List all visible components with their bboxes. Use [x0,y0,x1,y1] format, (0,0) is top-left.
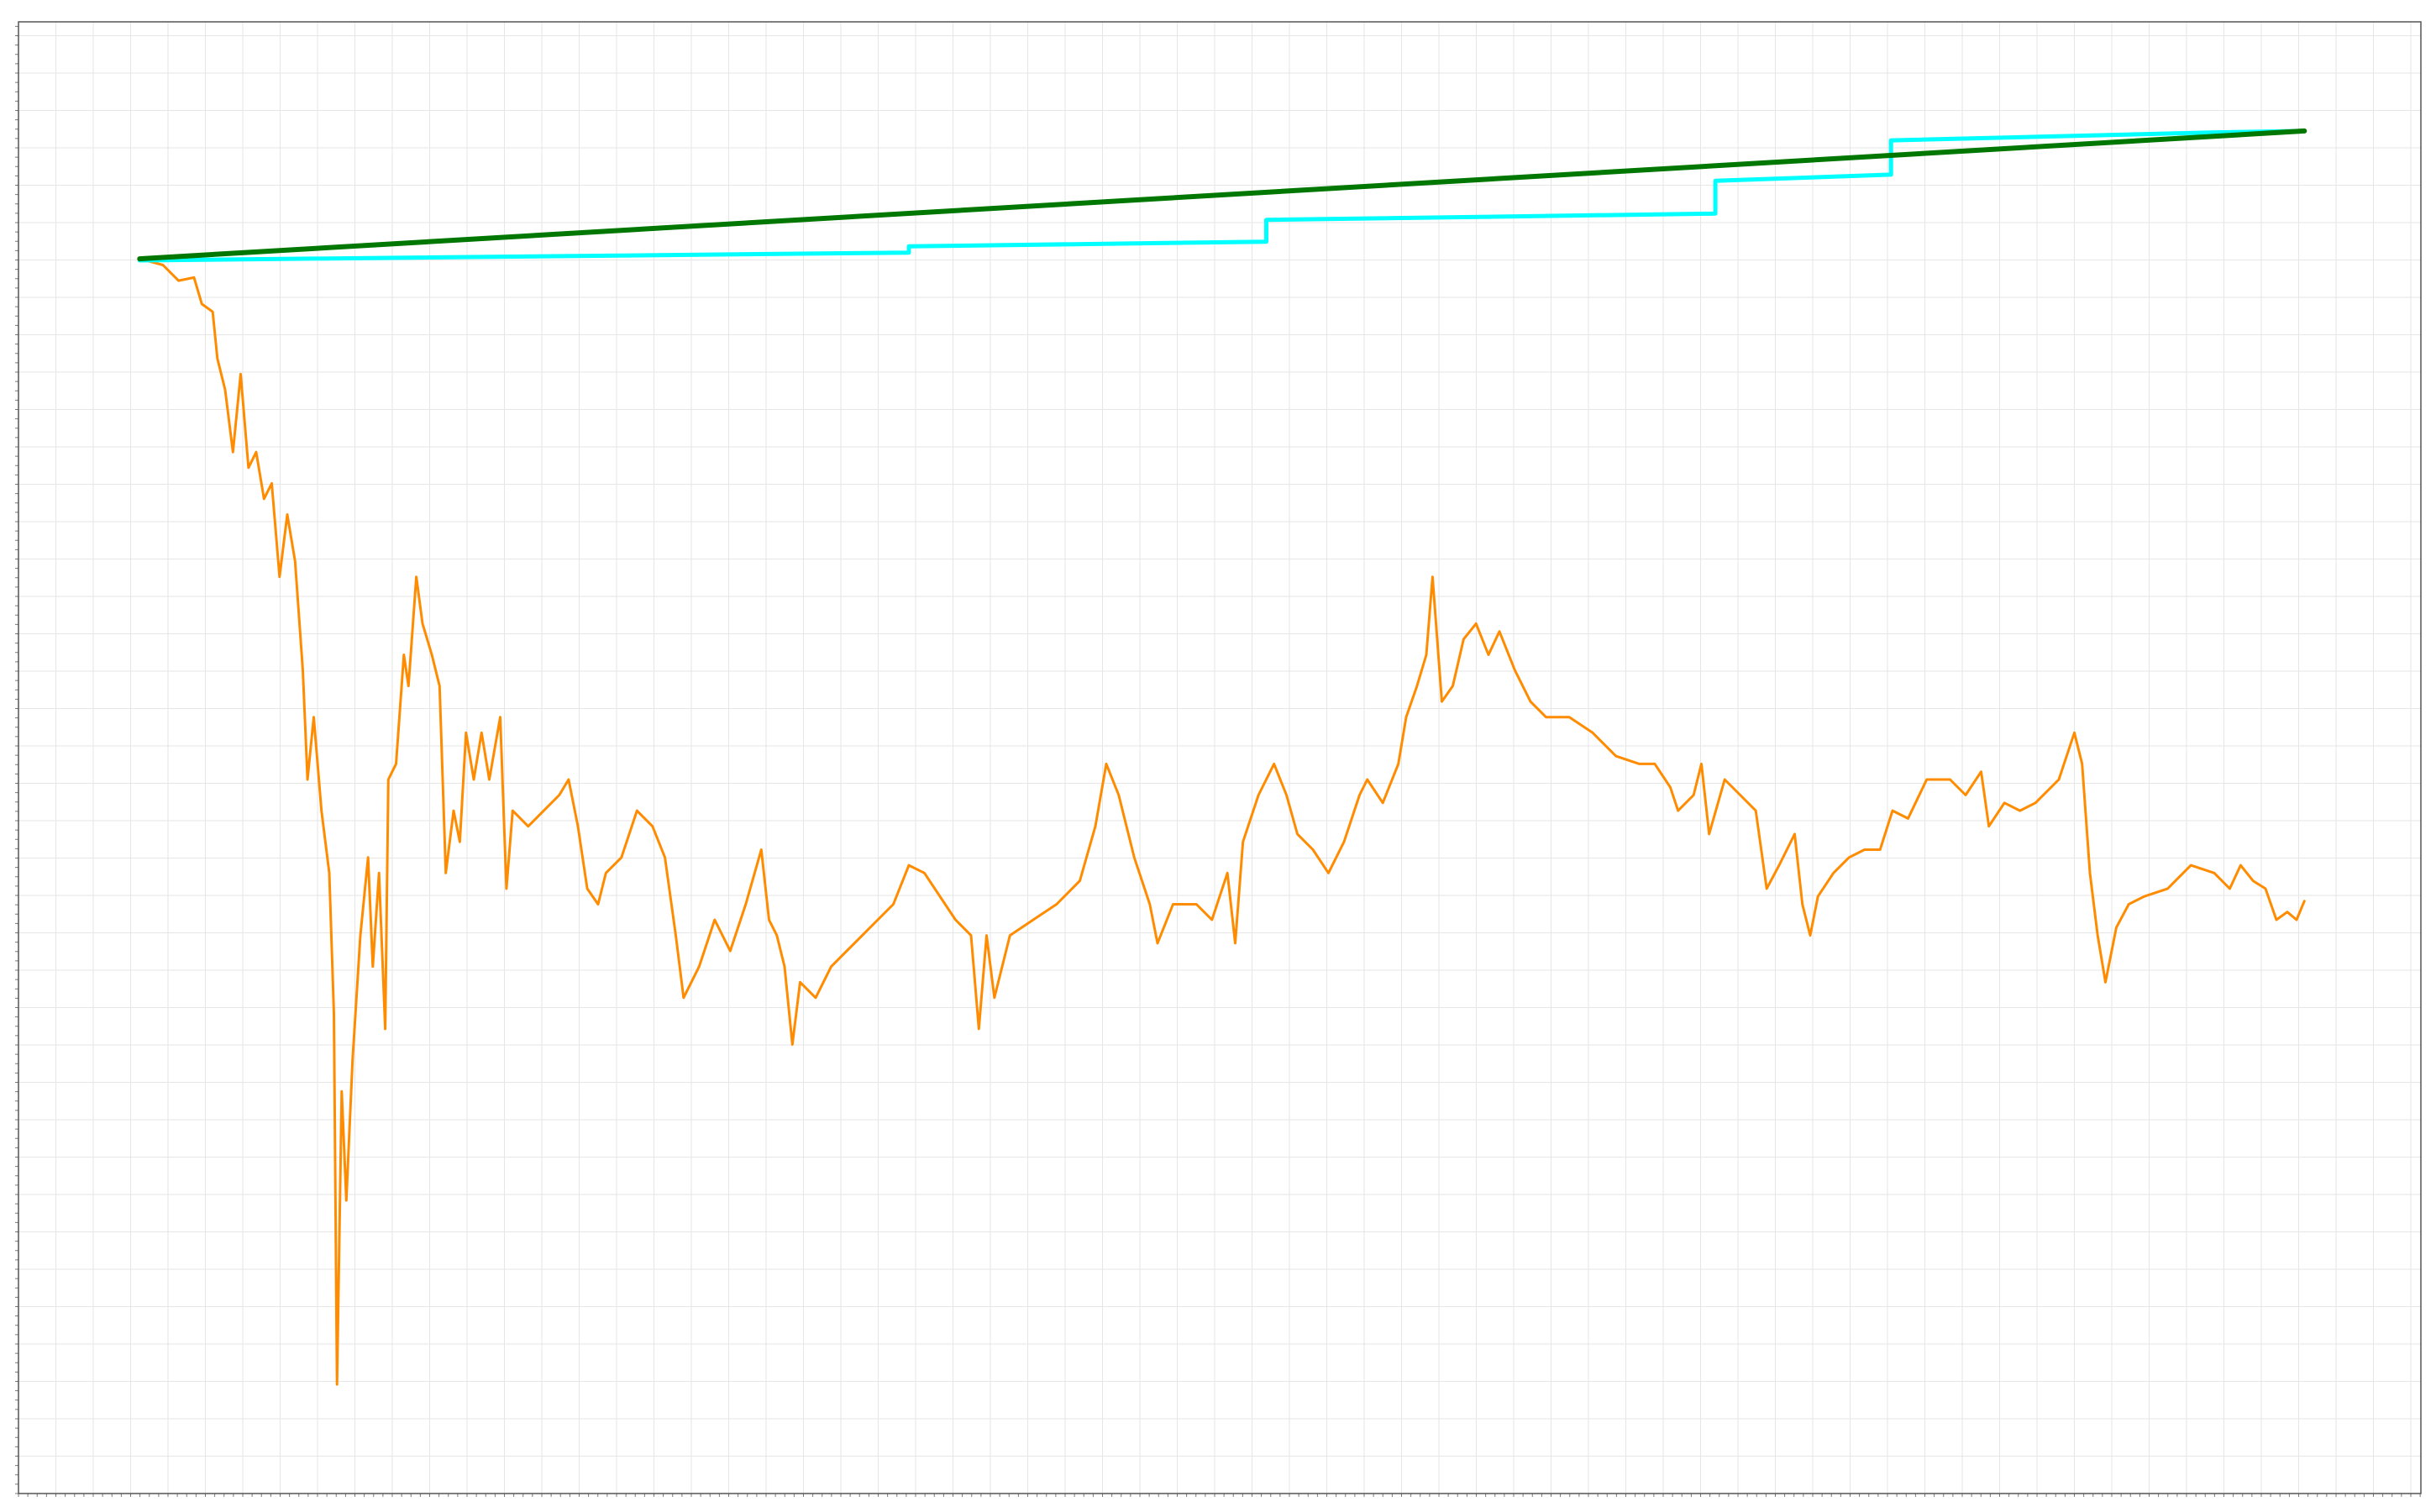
grid [15,22,2421,1497]
plot-frame [18,21,2422,1494]
series-line [137,128,2307,262]
series-line [137,129,2307,263]
plot-area [137,128,2307,1386]
series-line [138,257,2306,1386]
